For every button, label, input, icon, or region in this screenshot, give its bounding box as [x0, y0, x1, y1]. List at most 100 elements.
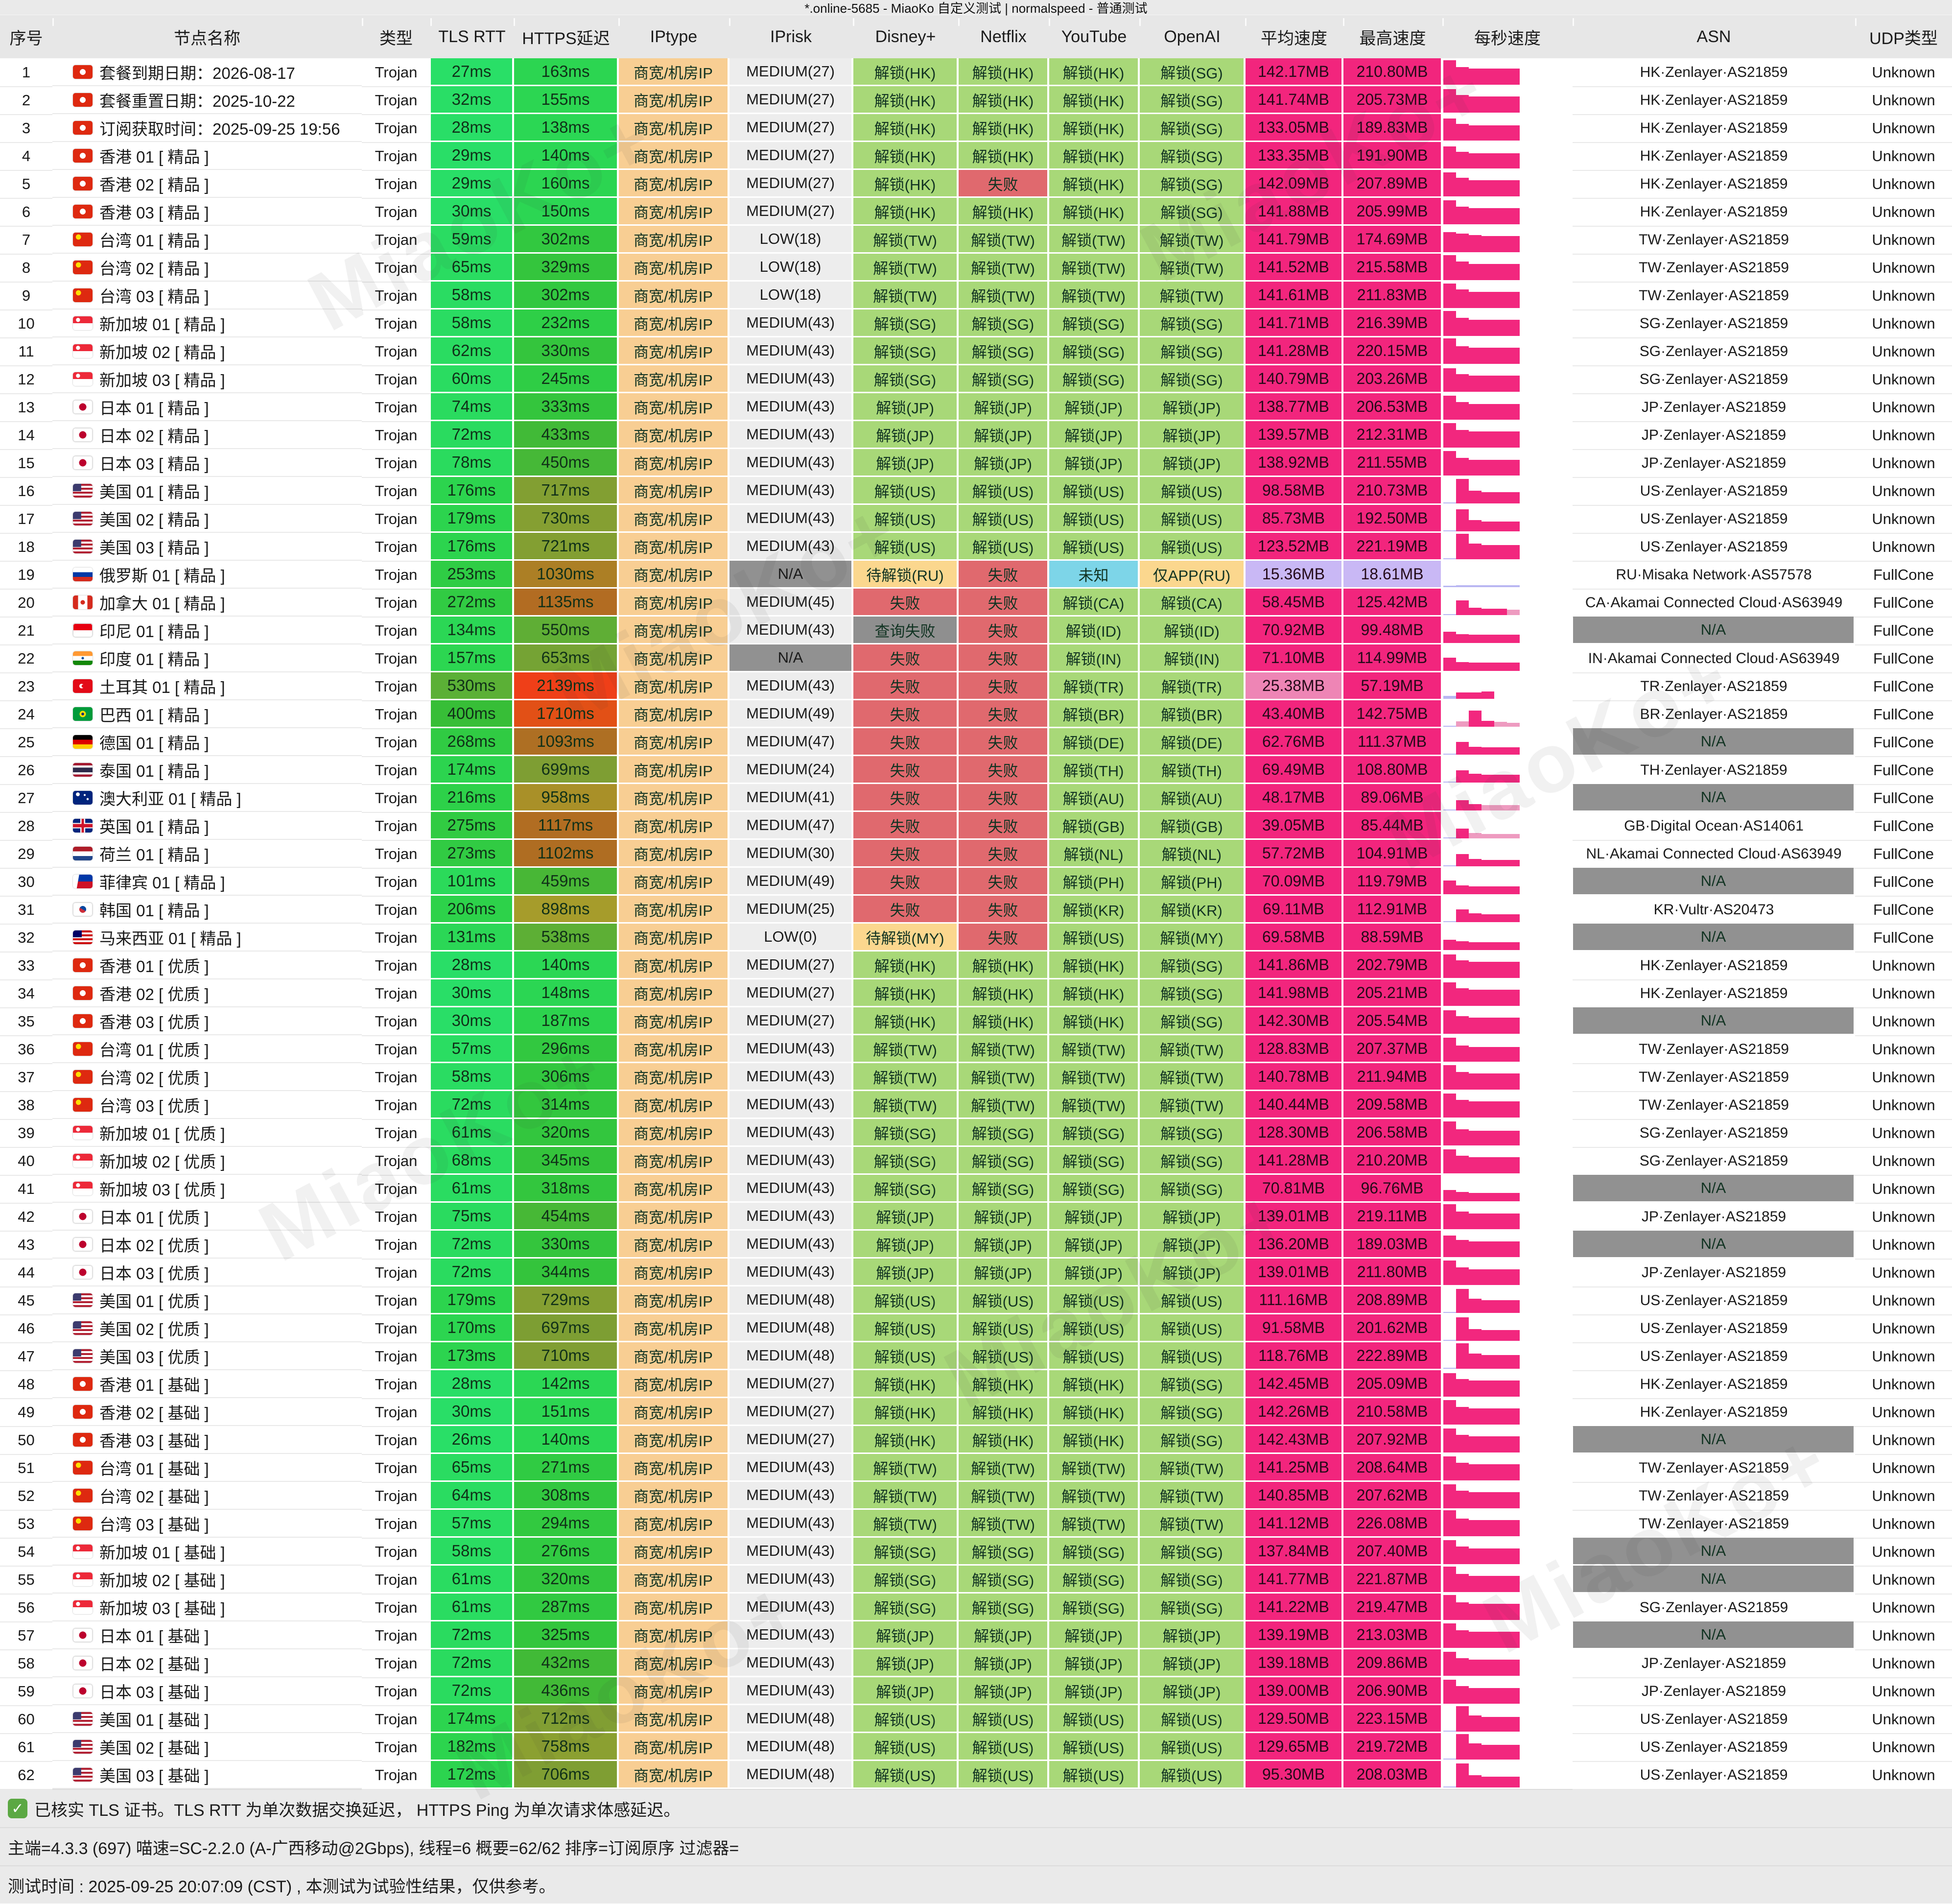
speed-bar [1494, 608, 1507, 615]
openai-status: 解锁(KR) [1140, 896, 1244, 922]
disney-status: 解锁(TW) [853, 1482, 957, 1508]
node-name-cell: 新加坡 02 [ 优质 ] [52, 1147, 362, 1175]
netflix-status: 解锁(SG) [959, 1119, 1047, 1145]
hk-flag-icon [73, 1377, 93, 1391]
speed-bar [1443, 954, 1456, 978]
speed-bar [1482, 1269, 1494, 1285]
speed-bar [1482, 663, 1494, 671]
ip-type: 商宽/机房IP [619, 1733, 728, 1760]
asn: JP·Zenlayer·AS21859 [1573, 1203, 1855, 1232]
openai-status: 解锁(MY) [1140, 924, 1244, 950]
udp-type: Unknown [1855, 365, 1952, 394]
speed-bar [1494, 721, 1507, 727]
udp-type: FullCone [1855, 617, 1952, 645]
asn: IN·Akamai Connected Cloud·AS63949 [1573, 644, 1855, 673]
speed-bar [1469, 1269, 1482, 1285]
th-flag-icon [73, 762, 93, 777]
speed-bar [1456, 854, 1469, 866]
ip-risk: MEDIUM(27) [729, 58, 851, 85]
ip-risk: MEDIUM(43) [729, 1259, 851, 1285]
ip-type: 商宽/机房IP [619, 1621, 728, 1648]
ip-risk: MEDIUM(47) [729, 812, 851, 838]
speed-bar [1469, 1130, 1482, 1145]
speed-bar [1494, 1193, 1507, 1201]
max-speed: 189.83MB [1343, 114, 1441, 141]
us-flag-icon [73, 1739, 93, 1754]
openai-status: 解锁(SG) [1140, 58, 1244, 85]
speed-bar [1494, 635, 1507, 643]
speed-bar [1469, 635, 1482, 643]
openai-status: 解锁(TW) [1140, 226, 1244, 252]
node-name-cell: 台湾 01 [ 基础 ] [52, 1454, 362, 1482]
speed-bar [1443, 1456, 1456, 1480]
udp-type: Unknown [1855, 1538, 1952, 1567]
ip-risk: MEDIUM(49) [729, 868, 851, 894]
speed-bar [1469, 1688, 1482, 1704]
node-name: 德国 01 [ 精品 ] [99, 734, 209, 752]
speed-bar [1443, 311, 1456, 336]
speed-bar [1494, 1355, 1507, 1369]
speed-bar [1494, 805, 1507, 810]
youtube-status: 解锁(TW) [1049, 282, 1138, 308]
speed-bar [1443, 614, 1456, 615]
https-latency: 1093ms [514, 728, 617, 755]
speed-bar [1443, 232, 1456, 252]
ip-risk: MEDIUM(43) [729, 505, 851, 531]
tls-rtt: 176ms [431, 477, 512, 503]
speed-bar [1456, 1518, 1469, 1536]
disney-status: 解锁(JP) [853, 1649, 957, 1676]
openai-status: 解锁(TW) [1140, 1035, 1244, 1062]
tls-rtt: 275ms [431, 812, 512, 838]
hk-flag-icon [73, 120, 93, 135]
cn-flag-icon [73, 1097, 93, 1112]
ip-risk: MEDIUM(43) [729, 1091, 851, 1118]
node-name-cell: 台湾 01 [ 优质 ] [52, 1035, 362, 1063]
avg-speed: 139.01MB [1246, 1203, 1341, 1229]
protocol-type: Trojan [362, 58, 430, 87]
speed-bar [1507, 545, 1520, 559]
ip-type: 商宽/机房IP [619, 924, 728, 950]
openai-status: 解锁(NL) [1140, 840, 1244, 866]
hk-flag-icon [73, 93, 93, 107]
per-second-speed-chart [1443, 1063, 1571, 1090]
speed-bar [1494, 522, 1507, 531]
asn: N/A [1573, 1621, 1854, 1648]
speed-bar [1494, 376, 1507, 392]
table-row: 32 马来西亚 01 [ 精品 ] Trojan 131ms 538ms 商宽/机房IP L… [0, 924, 1952, 952]
https-latency: 308ms [514, 1482, 617, 1508]
udp-type: FullCone [1855, 924, 1952, 952]
openai-status: 解锁(SG) [1140, 198, 1244, 224]
https-latency: 958ms [514, 784, 617, 810]
row-index: 42 [0, 1203, 52, 1232]
speed-bar [1494, 1101, 1507, 1118]
tls-rtt: 179ms [431, 1286, 512, 1313]
speed-bar [1469, 1329, 1482, 1341]
speed-bar [1456, 1379, 1469, 1397]
asn: BR·Zenlayer·AS21859 [1573, 700, 1855, 729]
disney-status: 解锁(HK) [853, 952, 957, 978]
disney-status: 失败 [853, 812, 957, 838]
per-second-speed-chart [1443, 421, 1571, 448]
ip-risk: MEDIUM(43) [729, 1203, 851, 1229]
speed-bar [1494, 1464, 1507, 1480]
disney-status: 解锁(US) [853, 477, 957, 503]
tls-rtt: 62ms [431, 337, 512, 364]
avg-speed: 43.40MB [1246, 700, 1341, 727]
https-latency: 330ms [514, 1231, 617, 1257]
disney-status: 解锁(HK) [853, 1398, 957, 1425]
speed-bar [1494, 1213, 1507, 1229]
netflix-status: 解锁(JP) [959, 1621, 1047, 1648]
udp-type: Unknown [1855, 477, 1952, 506]
column-header-2: 类型 [362, 15, 430, 58]
row-index: 45 [0, 1286, 52, 1315]
node-name-cell: 台湾 03 [ 基础 ] [52, 1510, 362, 1538]
protocol-type: Trojan [362, 254, 430, 283]
speed-bar [1443, 865, 1456, 866]
ip-type: 商宽/机房IP [619, 1705, 728, 1732]
disney-status: 解锁(TW) [853, 1454, 957, 1480]
table-row: 3 订阅获取时间：2025-09-25 19:56 Trojan 28ms 138ms 商… [0, 114, 1952, 143]
per-second-speed-chart [1443, 1007, 1571, 1034]
per-second-speed-chart [1443, 1231, 1571, 1257]
avg-speed: 139.19MB [1246, 1621, 1341, 1648]
netflix-status: 解锁(US) [959, 477, 1047, 503]
